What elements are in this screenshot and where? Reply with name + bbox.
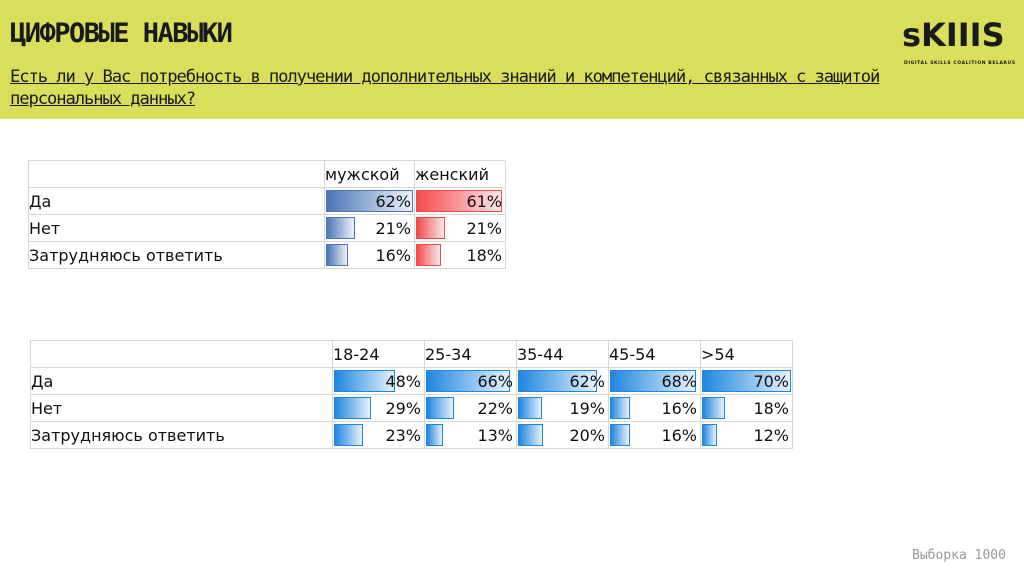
data-bar [702,424,717,446]
data-label: 23% [385,425,421,445]
data-bar [334,424,363,446]
data-bar [702,370,791,392]
data-label: 18% [753,398,789,418]
value-cell: 61% [414,187,506,215]
header-band: ЦИФРОВЫЕ НАВЫКИ Есть ли у Вас потребност… [0,0,1024,119]
row-label: Нет [30,394,333,422]
column-header: 25-34 [424,340,517,368]
data-bar [416,244,441,266]
data-bar [518,424,543,446]
column-header: 45-54 [608,340,701,368]
data-label: 68% [661,371,697,391]
question-text: Есть ли у Вас потребность в получении до… [10,67,880,109]
data-bar [610,397,630,419]
data-bar [702,397,725,419]
data-bar [518,370,597,392]
data-label: 19% [569,398,605,418]
data-bar [416,217,445,239]
table-row: Затрудняюсь ответить 23% 13% 20% 16% 12% [30,421,793,449]
data-label: 13% [477,425,513,445]
data-bar [334,397,371,419]
data-bar [426,370,510,392]
data-label: 16% [661,398,697,418]
data-label: 62% [569,371,605,391]
data-bar [610,424,630,446]
value-cell: 21% [324,214,415,242]
value-cell: 18% [414,241,506,269]
data-label: 29% [385,398,421,418]
data-bar [610,370,696,392]
data-label: 20% [569,425,605,445]
data-label: 18% [466,245,502,265]
value-cell: 20% [516,421,609,449]
data-label: 48% [385,371,421,391]
data-bar [326,190,413,212]
data-label: 12% [753,425,789,445]
header-row: 18-24 25-34 35-44 45-54 >54 [30,340,793,368]
data-label: 16% [661,425,697,445]
row-label: Да [28,187,325,215]
table-row: Да 48% 66% 62% 68% 70% [30,367,793,395]
data-label: 21% [375,218,411,238]
page-title: ЦИФРОВЫЕ НАВЫКИ [10,18,233,49]
sample-size-note: Выборка 1000 [912,548,1006,563]
row-label: Нет [28,214,325,242]
data-label: 70% [753,371,789,391]
value-cell: 18% [700,394,793,422]
table-row: Нет 29% 22% 19% 16% 18% [30,394,793,422]
data-bar [518,397,542,419]
data-bar [416,190,502,212]
data-label: 16% [375,245,411,265]
row-label: Затрудняюсь ответить [30,421,333,449]
data-label: 22% [477,398,513,418]
corner-cell [30,340,333,368]
value-cell: 22% [424,394,517,422]
value-cell: 29% [332,394,425,422]
data-label: 21% [466,218,502,238]
column-header: мужской [324,160,415,188]
data-label: 62% [375,191,411,211]
column-header: 18-24 [332,340,425,368]
value-cell: 62% [324,187,415,215]
header-row: мужской женский [28,160,506,188]
value-cell: 70% [700,367,793,395]
value-cell: 13% [424,421,517,449]
logo-subtitle: DIGITAL SKILLS COALITION BELARUS [904,61,1016,66]
column-header: 35-44 [516,340,609,368]
corner-cell [28,160,325,188]
gender-table: мужской женский Да 62% 61% Нет 21% 21% Затрудняю… [28,160,506,269]
data-bar [426,424,443,446]
value-cell: 19% [516,394,609,422]
data-bar [426,397,454,419]
table-row: Нет 21% 21% [28,214,506,242]
column-header: женский [414,160,506,188]
logo-wordmark: sKIIIS [902,16,1005,54]
age-table: 18-24 25-34 35-44 45-54 >54 Да 48% 66% 62% 68% 70%… [30,340,793,449]
row-label: Затрудняюсь ответить [28,241,325,269]
value-cell: 12% [700,421,793,449]
data-bar [326,217,355,239]
value-cell: 23% [332,421,425,449]
gender-table-body: мужской женский Да 62% 61% Нет 21% 21% Затрудняю… [28,160,506,269]
value-cell: 68% [608,367,701,395]
value-cell: 16% [608,394,701,422]
skills-logo: sKIIIS DIGITAL SKILLS COALITION BELARUS [900,16,1015,76]
value-cell: 16% [608,421,701,449]
value-cell: 16% [324,241,415,269]
value-cell: 21% [414,214,506,242]
data-bar [334,370,395,392]
table-row: Да 62% 61% [28,187,506,215]
data-bar [326,244,348,266]
column-header: >54 [700,340,793,368]
data-label: 61% [466,191,502,211]
value-cell: 62% [516,367,609,395]
data-label: 66% [477,371,513,391]
row-label: Да [30,367,333,395]
table-row: Затрудняюсь ответить 16% 18% [28,241,506,269]
value-cell: 48% [332,367,425,395]
age-table-body: 18-24 25-34 35-44 45-54 >54 Да 48% 66% 62% 68% 70%… [30,340,793,449]
value-cell: 66% [424,367,517,395]
